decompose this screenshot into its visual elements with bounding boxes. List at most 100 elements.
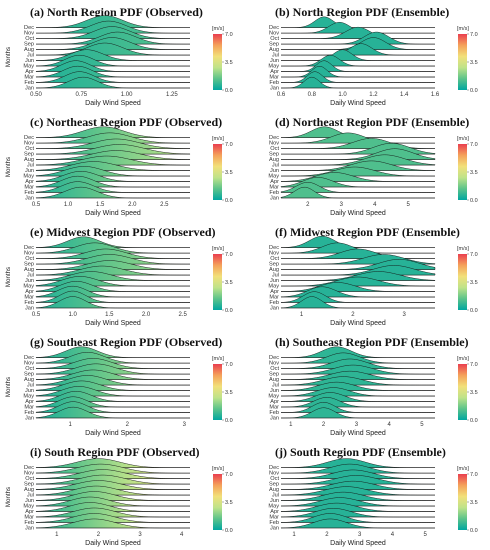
panel-title: (j) South Region PDF (Ensemble) [275,445,446,459]
month-label: Jun [25,388,34,394]
ridge-aug [35,260,191,270]
x-tick-label: 1.0 [64,202,73,208]
colorbar-tick-label: 0.0 [225,308,233,314]
x-tick-label: 1.0 [338,92,347,98]
month-label: May [268,394,279,400]
colorbar-tick-label: 0.0 [225,198,233,204]
chart-panel: (f) Midwest Region PDF (Ensemble) DecNovO… [268,225,477,327]
ridge-sep [35,254,191,265]
x-tick-label: 1 [292,532,296,538]
month-label: Dec [24,465,34,471]
month-label: Nov [269,361,279,367]
colorbar [458,144,467,200]
panel-title: (a) North Region PDF (Observed) [30,5,203,19]
colorbar-tick-label: 0.0 [470,418,478,424]
colorbar-tick-label: 3.5 [225,280,233,286]
colorbar-tick-label: 0.0 [470,198,478,204]
colorbar [458,364,467,420]
ridge-jul [35,42,191,56]
x-tick-label: 1 [300,312,304,318]
ridge-oct [35,138,191,149]
colorbar-tick-label: 7.0 [470,362,478,368]
month-label: Aug [24,267,34,273]
month-label: Apr [270,69,279,75]
month-label: Aug [269,377,279,383]
month-label: Jul [272,493,279,499]
panel-title: (e) Midwest Region PDF (Observed) [30,225,216,239]
month-label: Oct [25,36,34,42]
chart-panel: (e) Midwest Region PDF (Observed) DecNovO… [5,225,233,327]
x-tick-label: 2 [306,202,310,208]
month-label: Apr [25,69,34,75]
colorbar-tick-label: 7.0 [225,142,233,148]
month-label: Oct [25,256,34,262]
month-label: Mar [24,185,34,191]
x-tick-label: 1 [55,532,59,538]
month-label: Feb [269,520,279,526]
month-label: Sep [269,42,279,48]
ridge-sep [280,475,436,485]
month-label: Jul [272,53,279,59]
month-label: Oct [270,36,279,42]
month-label: Aug [269,267,279,273]
colorbar-tick-label: 0.0 [470,528,478,534]
x-tick-label: 0.75 [75,92,87,98]
month-label: Apr [270,289,279,295]
colorbar-tick-label: 3.5 [470,170,478,176]
chart-panel: (h) Southeast Region PDF (Ensemble) DecNo… [268,335,477,437]
month-label: May [23,64,34,70]
month-label: Jan [270,196,279,202]
colorbar-tick-label: 3.5 [470,60,478,66]
colorbar-tick-label: 7.0 [470,252,478,258]
x-tick-label: 0.5 [32,312,41,318]
colorbar-tick-label: 0.0 [225,88,233,94]
x-axis-label: Daily Wind Speed [85,100,141,107]
x-axis-label: Daily Wind Speed [330,430,386,437]
x-tick-label: 2 [97,532,101,538]
colorbar-title: [m/s] [457,26,469,32]
x-axis-label: Daily Wind Speed [85,320,141,327]
month-label: Dec [269,465,279,471]
colorbar-tick-label: 3.5 [225,60,233,66]
x-tick-label: 2.0 [142,312,151,318]
colorbar-tick-label: 3.5 [225,170,233,176]
month-label: Nov [24,251,34,257]
colorbar-title: [m/s] [457,356,469,362]
colorbar-tick-label: 3.5 [470,280,478,286]
x-tick-label: 1.5 [105,312,114,318]
month-label: Jun [25,498,34,504]
month-label: May [23,284,34,290]
month-label: Sep [269,262,279,268]
ridge-oct [280,248,436,259]
month-label: Jan [270,416,279,422]
month-label: Jul [272,273,279,279]
x-tick-label: 5 [423,532,427,538]
colorbar-title: [m/s] [212,136,224,142]
colorbar-tick-label: 7.0 [225,362,233,368]
x-tick-label: 1.6 [431,92,440,98]
x-tick-label: 1.5 [96,202,105,208]
month-label: Jun [270,278,279,284]
y-axis-label: Months [5,47,12,67]
month-label: Nov [269,141,279,147]
month-label: Mar [24,75,34,81]
ridge-may [280,166,436,177]
month-label: Oct [25,366,34,372]
month-label: Jan [270,526,279,532]
month-label: May [23,174,34,180]
x-tick-label: 2 [322,422,326,428]
month-label: Aug [24,377,34,383]
colorbar [213,364,222,420]
month-label: Jun [270,168,279,174]
x-tick-label: 1.0 [68,312,77,318]
month-label: Dec [24,25,34,31]
month-label: May [268,174,279,180]
y-axis-label: Months [5,157,12,177]
colorbar-tick-label: 7.0 [225,472,233,478]
colorbar-tick-label: 7.0 [470,142,478,148]
x-tick-label: 2.0 [128,202,137,208]
month-label: Dec [24,135,34,141]
ridge-mar [280,397,436,408]
x-axis-label: Daily Wind Speed [85,210,141,217]
x-tick-label: 1.2 [369,92,378,98]
